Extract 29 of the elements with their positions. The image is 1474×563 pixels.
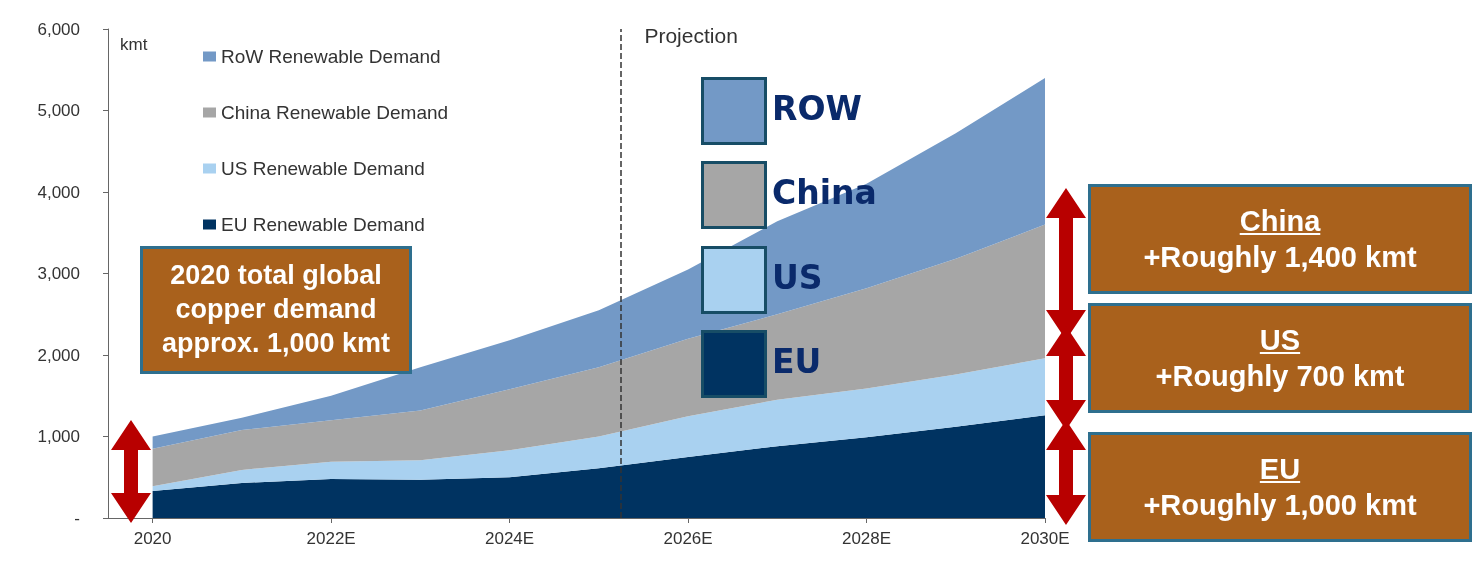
text: +Roughly 1,000 kmt — [1142, 488, 1418, 523]
y-tick-label: - — [74, 508, 80, 528]
legend-label: EU Renewable Demand — [221, 214, 425, 235]
x-tick-label: 2026E — [663, 529, 713, 548]
x-tick-label: 2028E — [841, 529, 892, 548]
y-tick-label: 6,000 — [37, 19, 80, 39]
x-tick-label: 2022E — [306, 529, 356, 548]
y-tick-label: 1,000 — [37, 427, 80, 446]
legend-label: US Renewable Demand — [221, 158, 425, 179]
ref-line-label: Projection — [644, 24, 738, 47]
annotation: US — [772, 258, 823, 297]
legend-label: China Renewable Demand — [221, 102, 449, 123]
x-tick-label: 2030E — [1020, 529, 1070, 548]
y-tick-label: 2,000 — [37, 345, 80, 365]
y-axis-title: kmt — [120, 35, 148, 54]
annotation: ROW — [772, 89, 862, 128]
y-tick-label: 4,000 — [37, 182, 80, 202]
x-tick-label: 2024E — [484, 529, 535, 548]
text: EU — [1259, 452, 1301, 485]
annotation: 2020 total global copper demand approx. 1,000 kmt — [140, 246, 412, 374]
text: +Roughly 1,400 kmt — [1142, 240, 1418, 275]
text: +Roughly 700 kmt — [1154, 359, 1406, 394]
text: China — [1239, 204, 1321, 237]
legend-label: RoW Renewable Demand — [221, 46, 441, 67]
text: US — [1259, 323, 1301, 356]
x-tick-label: 2020 — [133, 529, 172, 548]
annotation: EU — [772, 342, 822, 381]
y-tick-label: 3,000 — [37, 264, 80, 283]
y-tick-label: 5,000 — [37, 101, 80, 120]
